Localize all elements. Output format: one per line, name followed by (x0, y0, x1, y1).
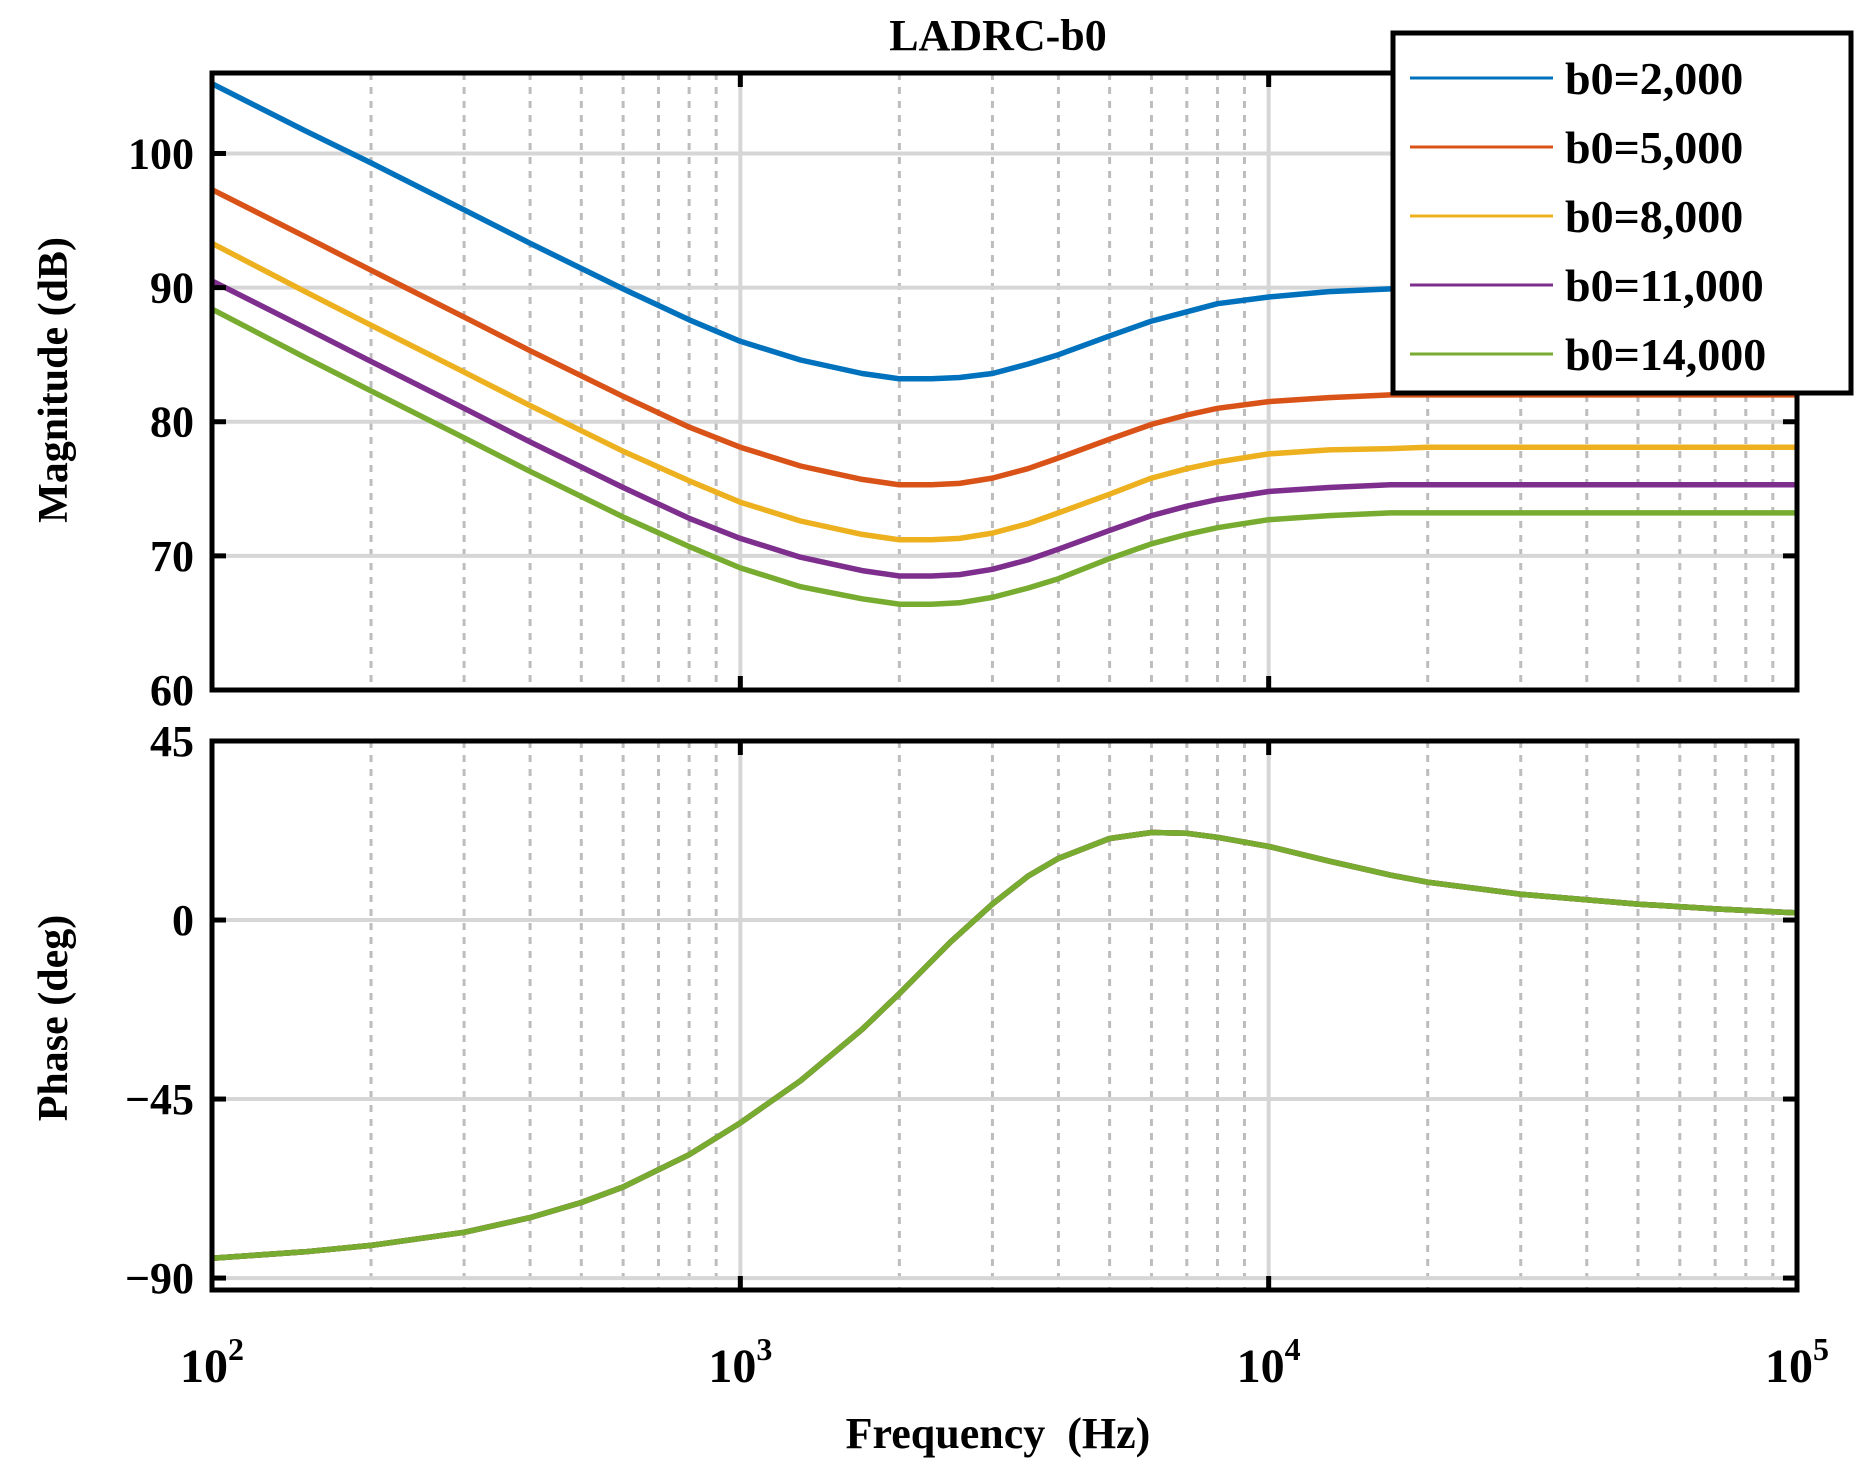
frequency-tick-label: 102 (180, 1331, 244, 1393)
legend: b0=2,000 b0=5,000 b0=8,000 b0=11,000 b0=14,0… (1390, 30, 1854, 396)
phase-tick-label: −45 (125, 1075, 194, 1124)
phase-axes-box (209, 738, 1800, 1293)
legend-label: b0=5,000 (1565, 122, 1743, 173)
series-line-b0-11-000 (210, 278, 1797, 579)
phase-tick-label: 45 (150, 717, 194, 766)
phase-tick-label: 0 (172, 896, 194, 945)
magnitude-tick-label: 60 (150, 666, 194, 715)
tick-labels: 60 70 80 90 100 −90 −45 0 45 102 103 104 105 (125, 129, 1829, 1393)
frequency-tick-label: 104 (1237, 1331, 1301, 1393)
legend-box (1390, 30, 1854, 396)
magnitude-tick-label: 90 (150, 264, 194, 313)
magnitude-axis-label: Magnitude (dB) (31, 237, 77, 523)
phase-series-group (211, 829, 1798, 1261)
phase-tick-label: −90 (125, 1254, 194, 1303)
series-line-b0-14-000 (211, 829, 1798, 1261)
phase-grid (210, 739, 1799, 1290)
axes-frames (209, 70, 1800, 1293)
legend-label: b0=11,000 (1565, 260, 1764, 311)
chart-title: LADRC-b0 (889, 11, 1107, 60)
magnitude-tick-label: 100 (128, 129, 194, 178)
magnitude-tick-label: 80 (150, 398, 194, 447)
series-line-b0-8-000 (210, 240, 1797, 543)
phase-axis-label: Phase (deg) (31, 915, 77, 1121)
legend-label: b0=2,000 (1565, 53, 1743, 104)
frequency-tick-label: 103 (708, 1331, 772, 1393)
frequency-axis-label: Frequency (Hz) (846, 1409, 1151, 1458)
legend-label: b0=14,000 (1565, 329, 1766, 380)
magnitude-tick-label: 70 (150, 532, 194, 581)
series-line-b0-14-000 (210, 306, 1797, 607)
legend-label: b0=8,000 (1565, 191, 1743, 242)
frequency-tick-label: 105 (1765, 1331, 1829, 1393)
